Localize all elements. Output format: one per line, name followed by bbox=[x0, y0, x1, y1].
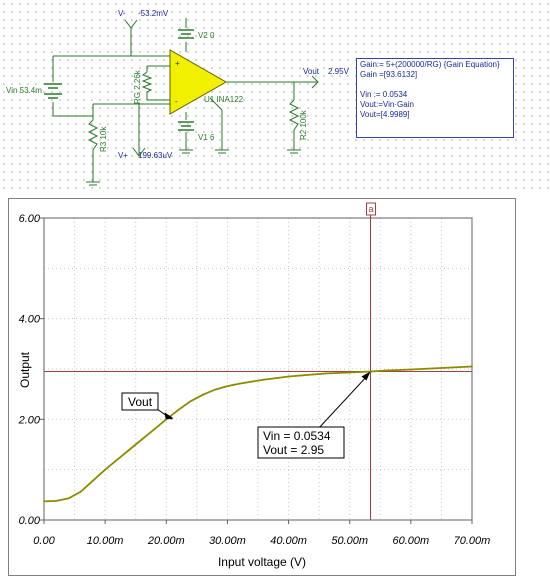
series-point bbox=[104, 468, 107, 471]
u1-label: U1 INA122 bbox=[204, 95, 244, 104]
plot-area-border bbox=[43, 217, 473, 521]
series-point bbox=[409, 368, 412, 371]
series-point bbox=[79, 490, 82, 493]
x-axis-label: Input voltage (V) bbox=[218, 555, 306, 569]
x-tick-label: 50.00m bbox=[331, 535, 368, 547]
plot-window bbox=[8, 198, 516, 576]
cursor-callout-box bbox=[257, 426, 345, 459]
vin-label: Vin 53.4m bbox=[6, 86, 42, 95]
series-point bbox=[250, 380, 253, 383]
cursor-callout-arrow bbox=[317, 374, 369, 430]
series-point bbox=[214, 388, 217, 391]
series-point bbox=[324, 372, 327, 375]
series-point bbox=[177, 408, 180, 411]
cursor[interactable]: a bbox=[44, 202, 472, 520]
v2-label: V2 0 bbox=[198, 31, 215, 40]
x-tick-label: 0.00 bbox=[33, 535, 55, 547]
vminus-value: -53.2mV bbox=[138, 9, 169, 18]
cursor-label: a bbox=[368, 204, 373, 214]
y-tick-label: 2.00 bbox=[18, 414, 41, 426]
y-tick-label: 6.00 bbox=[19, 213, 41, 225]
rg-label: RG 2.26k bbox=[133, 69, 142, 104]
vout-value: 2.95V bbox=[328, 67, 350, 76]
vminus-label: V- bbox=[118, 9, 126, 18]
r3-label: R3 10k bbox=[99, 126, 108, 152]
series-point bbox=[471, 365, 473, 368]
x-tick-label: 20.00m bbox=[147, 535, 185, 547]
equation-box[interactable]: Gain:= 5+(200000/RG) {Gain Equation} Gai… bbox=[356, 58, 514, 138]
series-point bbox=[287, 375, 290, 378]
x-tick-label: 10.00m bbox=[87, 535, 124, 547]
vplus-label: V+ bbox=[118, 151, 128, 160]
vout-callout-text: Vout bbox=[128, 395, 153, 409]
series-point bbox=[202, 393, 204, 396]
vin-assignment: Vin := 0.0534 bbox=[360, 90, 408, 99]
series bbox=[43, 365, 473, 503]
schematic: + - V- -53.2mV V2 0 Vin 53.4m RG 2.26k U… bbox=[6, 9, 350, 186]
gain-equation: Gain:= 5+(200000/RG) {Gain Equation} bbox=[360, 60, 500, 69]
series-point bbox=[226, 385, 229, 388]
series-point bbox=[275, 377, 278, 379]
series-point bbox=[55, 499, 58, 502]
cursor-handle[interactable] bbox=[366, 202, 377, 216]
svg-text:-: - bbox=[175, 97, 178, 106]
cursor-callout-line: Vout = 2.95 bbox=[263, 443, 324, 457]
vout-callout-box bbox=[121, 392, 159, 411]
vout-callout-arrowhead bbox=[164, 412, 174, 420]
series-point bbox=[189, 400, 192, 403]
opamp-triangle bbox=[169, 49, 228, 115]
vout-label: Vout bbox=[303, 67, 320, 76]
series-point bbox=[43, 500, 45, 503]
x-tick-label: 60.00m bbox=[393, 535, 430, 547]
series-point bbox=[263, 378, 266, 381]
gain-result: Gain =[93.6132] bbox=[360, 70, 418, 79]
x-tick-label: 40.00m bbox=[270, 535, 307, 547]
series-point bbox=[312, 373, 314, 376]
cursor-callout-line: Vin = 0.0534 bbox=[263, 429, 331, 443]
x-tick-label: 70.00m bbox=[454, 535, 491, 547]
vout-result: Vout=[4.9989] bbox=[360, 110, 410, 119]
series-point bbox=[153, 428, 155, 431]
cursor-callout-arrowhead bbox=[361, 371, 371, 381]
series-point bbox=[140, 438, 143, 441]
svg-text:+: + bbox=[175, 59, 180, 68]
series-point bbox=[440, 367, 443, 369]
series-point bbox=[67, 497, 70, 500]
v1-label: V1 6 bbox=[198, 133, 215, 142]
series-point bbox=[348, 371, 351, 374]
series-point bbox=[92, 479, 94, 482]
series-point bbox=[116, 458, 119, 461]
vout-equation: Vout:=Vin·Gain bbox=[360, 100, 414, 109]
series-point bbox=[336, 372, 339, 374]
y-tick-label: 4.00 bbox=[19, 314, 41, 326]
x-tick-label: 30.00m bbox=[209, 535, 246, 547]
y-tick-label: 0.00 bbox=[19, 515, 41, 527]
vplus-value: 199.63uV bbox=[138, 151, 173, 160]
series-point bbox=[238, 382, 241, 385]
ticks: 0.00 10.00m 20.00m 30.00m 40.00m 50.00m 60.00m… bbox=[18, 213, 491, 547]
series-point bbox=[128, 448, 131, 451]
series-point bbox=[299, 374, 302, 377]
y-axis-label: Output bbox=[18, 351, 32, 388]
r2-label: R2 100k bbox=[299, 109, 308, 140]
series-point bbox=[385, 369, 388, 372]
